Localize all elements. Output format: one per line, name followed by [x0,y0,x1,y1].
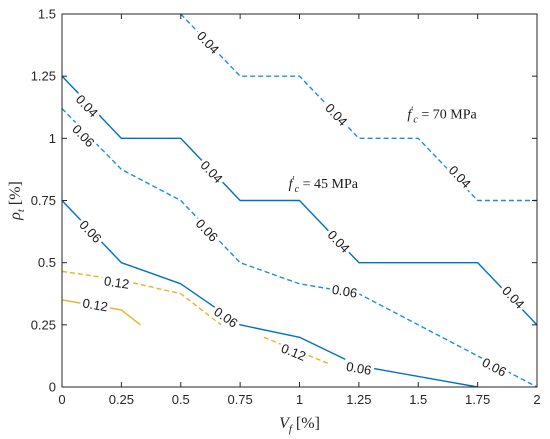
x-tick-label: 0.75 [227,392,252,407]
y-tick-label: 0 [49,380,56,395]
contour-label-layer: 0.040.040.040.040.040.040.040.060.060.06… [67,26,530,382]
y-tick-label: 1.25 [31,69,56,84]
x-axis-label: Vf [%] [279,415,320,435]
annotation-layer: f′c = 70 MPa f′c = 45 MPa [289,105,478,195]
x-tick-label: 1.75 [465,392,490,407]
y-tick-label: 0.75 [31,193,56,208]
svg-text:0.12: 0.12 [82,295,109,314]
contour-label-2-1: 0.04 [70,89,104,123]
svg-text:0.06: 0.06 [345,359,373,378]
contour-label-3-1: 0.06 [67,119,100,153]
annotation-2: f′c = 45 MPa [289,175,359,195]
y-tick-label: 1 [49,131,56,146]
y-tick-label: 1.5 [38,7,56,22]
x-tick-label: 0 [58,392,65,407]
x-tick-label: 0.25 [109,392,134,407]
x-tick-label: 2 [533,392,540,407]
contour-line-5 [61,270,222,326]
tick-layer: 0 0.25 0.5 0.75 1 1.25 1.5 1.75 2 0 0.25 0.5 0.75 1 1.… [31,7,541,408]
x-tick-label: 0.5 [172,392,190,407]
contour-label-5-1: 0.12 [100,272,133,293]
x-tick-label: 1.25 [346,392,371,407]
x-tick-label: 1.5 [409,392,427,407]
contour-line-1 [180,13,537,202]
contour-label-4-3: 0.06 [342,357,376,379]
x-tick-label: 1 [296,392,303,407]
contour-label-1-3: 0.04 [443,160,476,194]
y-axis-label: ρt [%] [7,181,27,221]
contour-label-7-1: 0.12 [79,294,112,316]
svg-text:0.12: 0.12 [103,273,130,292]
y-tick-label: 0.5 [38,255,56,270]
contour-line-2 [61,75,538,326]
annotation-1: f′c = 70 MPa [407,105,477,125]
contour-line-3 [61,108,538,388]
y-tick-label: 0.25 [31,317,56,332]
contour-label-3-3: 0.06 [328,280,361,302]
svg-text:0.06: 0.06 [331,282,358,301]
